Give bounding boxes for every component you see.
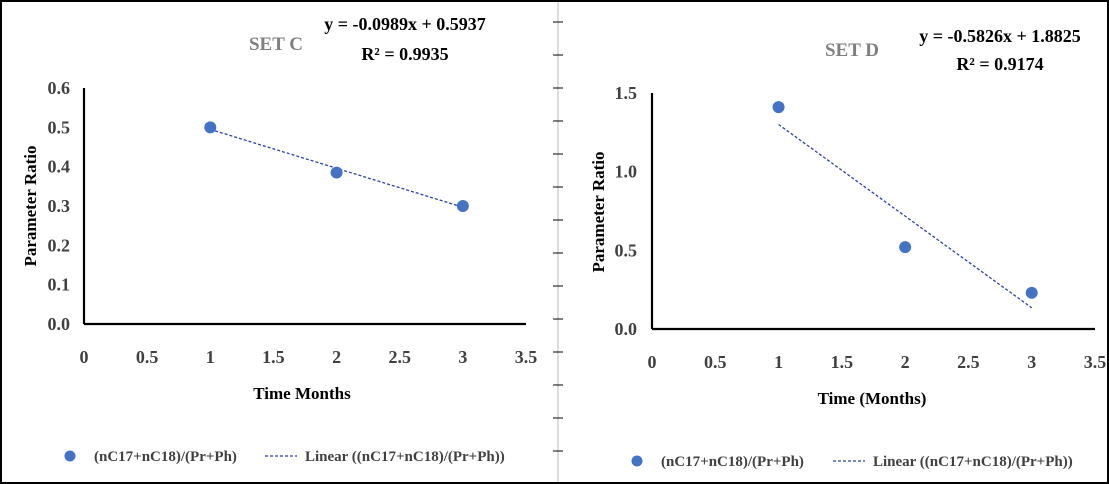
x-tick-labels: 0 0.5 1 1.5 2 2.5 3 3.5 [648, 352, 1107, 372]
y-tick-label: 0.0 [615, 319, 638, 339]
linear-trendline [778, 123, 1033, 309]
x-tick-label: 0 [648, 352, 657, 372]
data-point [330, 166, 343, 179]
y-tick-label: 0.2 [48, 235, 71, 255]
y-tick-label: 0.6 [48, 78, 71, 98]
x-tick-label: 0 [80, 347, 89, 367]
x-tick-label: 3 [1027, 352, 1036, 372]
y-tick-label: 0.3 [48, 196, 71, 216]
legend-trendline-label: Linear ((nC17+nC18)/(Pr+Ph)) [305, 449, 505, 465]
legend-series-label: (nC17+nC18)/(Pr+Ph) [94, 449, 237, 465]
trendline-equation: y = -0.0989x + 0.5937 [324, 14, 486, 34]
data-point [772, 101, 785, 114]
y-axis-label: Parameter Ratio [21, 146, 40, 267]
legend: (nC17+nC18)/(Pr+Ph) Linear ((nC17+nC18)/… [64, 449, 505, 465]
x-tick-label: 0.5 [704, 352, 727, 372]
x-tick-label: 1 [774, 352, 783, 372]
r-squared-label: R² = 0.9935 [361, 44, 448, 64]
x-tick-label: 2 [332, 347, 341, 367]
legend-marker-icon [64, 450, 76, 462]
y-tick-label: 1.0 [615, 162, 638, 182]
x-tick-labels: 0 0.5 1 1.5 2 2.5 3 3.5 [80, 347, 538, 367]
legend-marker-icon [631, 455, 643, 467]
y-tick-label: 1.5 [615, 83, 638, 103]
data-points [204, 121, 469, 212]
x-axis-label: Time Months [253, 384, 351, 403]
x-tick-label: 1.5 [831, 352, 854, 372]
y-tick-label: 0.5 [48, 117, 71, 137]
chart-set-c: SET C y = -0.0989x + 0.5937 R² = 0.9935 … [21, 14, 537, 465]
r-squared-label: R² = 0.9174 [956, 54, 1043, 74]
data-point [456, 200, 469, 212]
x-axis-label: Time (Months) [818, 389, 927, 408]
y-tick-label: 0.4 [48, 157, 71, 177]
y-tick-labels: 0.0 0.5 1.0 1.5 [615, 83, 638, 339]
y-tick-labels: 0.0 0.1 0.2 0.3 0.4 0.5 0.6 [48, 78, 71, 334]
x-tick-label: 1.5 [262, 347, 285, 367]
data-point [1025, 286, 1038, 299]
trendline-equation: y = -0.5826x + 1.8825 [919, 26, 1081, 46]
x-tick-label: 0.5 [136, 347, 159, 367]
x-tick-label: 3.5 [515, 347, 538, 367]
x-tick-label: 3.5 [1084, 352, 1107, 372]
x-tick-label: 2 [901, 352, 910, 372]
legend-trendline-label: Linear ((nC17+nC18)/(Pr+Ph)) [873, 454, 1073, 470]
data-point [204, 121, 217, 134]
y-axis-label: Parameter Ratio [589, 152, 608, 273]
x-tick-label: 3 [458, 347, 467, 367]
legend-series-label: (nC17+nC18)/(Pr+Ph) [661, 454, 804, 470]
data-point [899, 241, 912, 254]
chart-title: SET C [249, 34, 303, 55]
x-tick-label: 2.5 [388, 347, 411, 367]
divider-ticks [553, 21, 563, 452]
chart-title: SET D [825, 40, 879, 61]
chart-set-d: SET D y = -0.5826x + 1.8825 R² = 0.9174 … [589, 26, 1106, 470]
x-tick-label: 2.5 [957, 352, 980, 372]
legend: (nC17+nC18)/(Pr+Ph) Linear ((nC17+nC18)/… [631, 454, 1073, 470]
y-tick-label: 0.5 [615, 240, 638, 260]
data-points [772, 101, 1038, 299]
x-tick-label: 1 [206, 347, 215, 367]
y-tick-label: 0.0 [48, 314, 71, 334]
y-tick-label: 0.1 [48, 275, 71, 295]
